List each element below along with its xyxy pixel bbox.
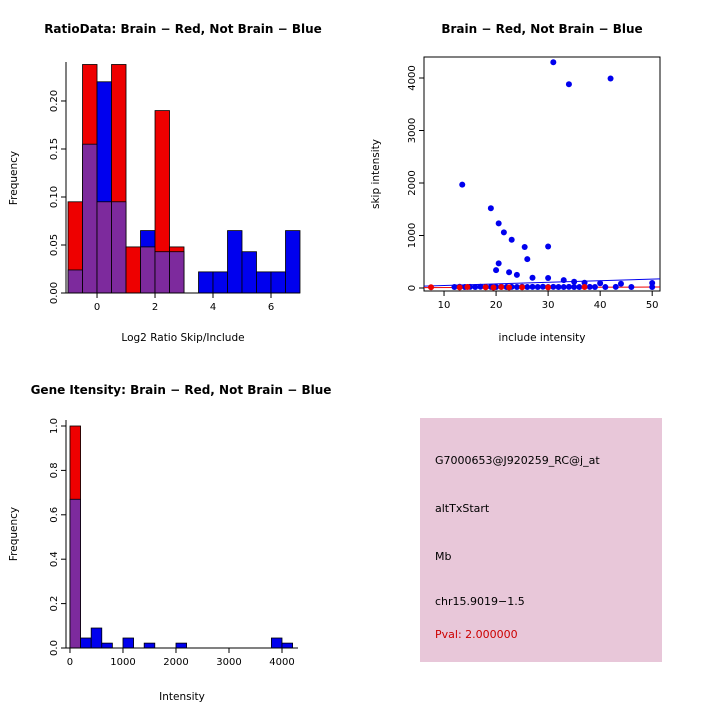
info-chr-location: chr15.9019−1.5: [435, 595, 525, 608]
svg-text:Intensity: Intensity: [159, 691, 205, 703]
svg-text:Frequency: Frequency: [8, 151, 20, 205]
svg-text:4000: 4000: [269, 657, 294, 668]
svg-text:0: 0: [67, 657, 73, 668]
svg-text:0: 0: [407, 285, 418, 291]
info-pval: Pval: 2.000000: [435, 628, 518, 641]
gene-info-panel: G7000653@J920259_RC@j_at altTxStart Mb c…: [420, 418, 662, 662]
info-alt-tx-start: altTxStart: [435, 502, 490, 515]
svg-text:20: 20: [490, 300, 503, 311]
svg-text:0.00: 0.00: [49, 282, 60, 304]
gene-intensity-histogram: 0 1000 2000 3000 4000 0.0 0.2 0.4 0.6 0.8 1.0 Gene …: [8, 383, 331, 703]
svg-text:0.2: 0.2: [49, 596, 60, 612]
svg-text:0.4: 0.4: [49, 551, 60, 567]
svg-text:0.8: 0.8: [49, 462, 60, 478]
svg-text:50: 50: [646, 300, 659, 311]
svg-text:1.0: 1.0: [49, 418, 60, 434]
info-probe-id: G7000653@J920259_RC@j_at: [435, 454, 600, 467]
svg-text:skip intensity: skip intensity: [370, 139, 382, 209]
svg-text:RatioData: Brain − Red, Not Br: RatioData: Brain − Red, Not Brain − Blue: [44, 22, 322, 36]
svg-text:3000: 3000: [216, 657, 241, 668]
svg-text:0.20: 0.20: [49, 90, 60, 112]
svg-text:30: 30: [542, 300, 555, 311]
svg-text:4: 4: [210, 302, 216, 313]
svg-text:Gene Itensity: Brain − Red, No: Gene Itensity: Brain − Red, Not Brain − …: [31, 383, 332, 397]
svg-text:0.0: 0.0: [49, 640, 60, 656]
svg-text:40: 40: [594, 300, 607, 311]
svg-text:include intensity: include intensity: [499, 332, 586, 344]
intensity-scatter-plot: 10 20 30 40 50 0 1000 2000 3000 4000 Brain − Red, …: [370, 22, 661, 344]
svg-text:2000: 2000: [163, 657, 188, 668]
svg-text:1000: 1000: [110, 657, 135, 668]
svg-text:6: 6: [268, 302, 274, 313]
svg-text:Frequency: Frequency: [8, 507, 20, 561]
svg-text:Brain − Red, Not Brain − Blue: Brain − Red, Not Brain − Blue: [441, 22, 642, 36]
svg-text:0.05: 0.05: [49, 234, 60, 256]
svg-text:1000: 1000: [407, 223, 418, 248]
svg-text:3000: 3000: [407, 118, 418, 143]
svg-text:2: 2: [152, 302, 158, 313]
ratio-histogram: 0 2 4 6 0.00 0.05 0.10 0.15 0.20 RatioData: Brain…: [8, 22, 322, 344]
svg-text:2000: 2000: [407, 170, 418, 195]
svg-text:0.10: 0.10: [49, 186, 60, 208]
svg-text:10: 10: [438, 300, 451, 311]
svg-text:0.15: 0.15: [49, 138, 60, 160]
svg-text:0.6: 0.6: [49, 507, 60, 523]
info-mb: Mb: [435, 550, 452, 563]
svg-text:4000: 4000: [407, 65, 418, 90]
svg-text:0: 0: [94, 302, 100, 313]
svg-text:Log2 Ratio Skip/Include: Log2 Ratio Skip/Include: [121, 332, 244, 344]
